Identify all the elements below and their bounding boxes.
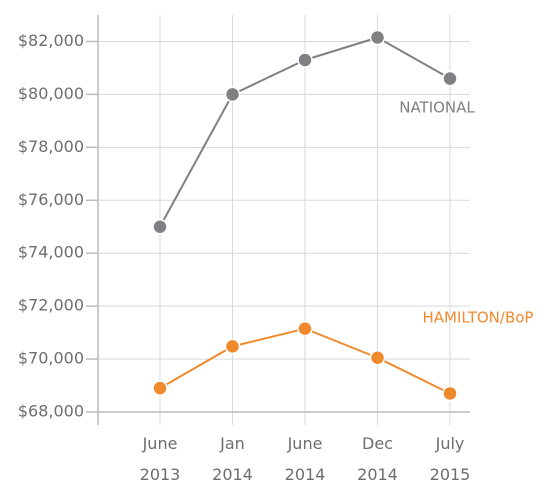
y-tick-label: $76,000 xyxy=(18,190,84,209)
y-tick-label: $70,000 xyxy=(18,349,84,368)
y-tick-label: $82,000 xyxy=(18,31,84,50)
x-tick-label: June 2014 xyxy=(284,434,326,484)
point xyxy=(297,320,313,337)
y-tick-label: $80,000 xyxy=(18,84,84,103)
y-tick-label: $72,000 xyxy=(18,296,84,315)
x-tick-label: Jan 2014 xyxy=(212,434,253,484)
series-label: NATIONAL xyxy=(399,99,475,117)
point xyxy=(369,29,386,46)
point xyxy=(297,52,313,68)
point xyxy=(152,218,168,235)
point xyxy=(369,349,386,366)
x-tick-label: July 2015 xyxy=(429,434,471,484)
x-tick-label: Dec 2014 xyxy=(357,434,398,484)
series-label: HAMILTON/BoP xyxy=(423,309,534,327)
y-tick-label: $74,000 xyxy=(18,243,84,262)
point xyxy=(224,338,241,355)
point xyxy=(224,86,241,103)
point xyxy=(442,70,458,87)
y-tick-label: $78,000 xyxy=(18,137,84,156)
point xyxy=(152,380,168,396)
y-tick-label: $68,000 xyxy=(18,402,84,421)
x-tick-label: June 2013 xyxy=(139,434,181,484)
point xyxy=(442,385,458,402)
